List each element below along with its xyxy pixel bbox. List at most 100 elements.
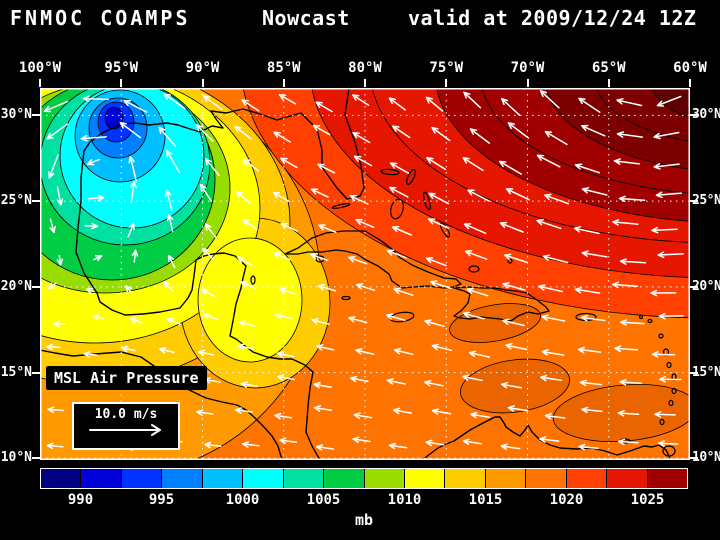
- colorbar-tick-label: 995: [148, 492, 175, 508]
- colorbar-cell: [404, 469, 446, 488]
- island: [380, 168, 400, 176]
- island: [662, 445, 676, 457]
- lon-tick-label: 75°W: [429, 60, 464, 76]
- island: [671, 387, 677, 395]
- lat-tick-label-right: 15°N: [692, 364, 720, 380]
- coastline: [75, 88, 365, 460]
- island: [659, 418, 665, 426]
- island: [468, 265, 480, 273]
- lon-tick-label: 60°W: [673, 60, 707, 76]
- colorbar-cell: [162, 469, 203, 488]
- lat-tick-label-left: 30°N: [0, 107, 32, 123]
- colorbar-cell: [324, 469, 365, 488]
- lon-tick-mark: [364, 79, 366, 87]
- island: [406, 169, 416, 185]
- map-canvas: [40, 88, 690, 460]
- colorbar-tick-label: 1000: [225, 492, 260, 508]
- lon-tick-label: 70°W: [510, 60, 545, 76]
- wind-vectors: [43, 90, 684, 452]
- island: [507, 258, 513, 264]
- lon-tick-mark: [201, 79, 204, 87]
- colorbar-tick-label: 1015: [468, 492, 503, 508]
- colorbar-cell: [607, 469, 648, 488]
- colorbar-tick-label: 1020: [549, 492, 584, 508]
- island: [666, 361, 672, 369]
- colorbar-tick-label: 1025: [630, 492, 665, 508]
- pressure-band: [449, 303, 541, 343]
- colorbar-unit-label: mb: [354, 511, 374, 529]
- island: [439, 222, 451, 238]
- lat-tick-label-right: 20°N: [692, 278, 720, 294]
- wind-scale-label: 10.0 m/s: [94, 407, 158, 422]
- island: [647, 318, 653, 324]
- colorbar-tick-label: 1010: [387, 492, 422, 508]
- lat-tick-label-left: 25°N: [0, 193, 32, 209]
- lon-tick-label: 85°W: [266, 60, 301, 76]
- lat-tick-mark-right: [690, 285, 698, 288]
- island: [250, 275, 256, 285]
- colorbar-cell: [243, 469, 284, 488]
- island: [341, 295, 351, 301]
- colorbar-cell: [283, 469, 325, 488]
- valid-time-label: valid at 2009/12/24 12Z: [408, 6, 697, 30]
- lat-tick-label-right: 25°N: [692, 193, 720, 209]
- lat-tick-mark-right: [690, 200, 698, 203]
- model-title: FNMOC COAMPS: [10, 6, 191, 30]
- lat-tick-mark-left: [32, 457, 40, 460]
- wind-scale-legend: 10.0 m/s: [72, 402, 180, 450]
- map-border: [40, 88, 690, 460]
- lon-tick-mark: [39, 79, 41, 87]
- lon-tick-mark: [282, 79, 285, 87]
- colorbar-cell: [526, 469, 567, 488]
- pressure-band: [545, 88, 690, 170]
- field-label: MSL Air Pressure: [46, 366, 207, 390]
- product-title: Nowcast: [262, 6, 350, 30]
- wind-scale-arrow-icon: [89, 424, 161, 436]
- pressure-band: [104, 106, 124, 130]
- colorbar-cell: [566, 469, 608, 488]
- pressure-band: [652, 88, 690, 119]
- lat-tick-mark-right: [690, 371, 698, 374]
- lon-tick-mark: [445, 79, 448, 87]
- colorbar: [40, 468, 688, 489]
- lon-tick-mark: [120, 79, 123, 87]
- colorbar-cell: [647, 469, 687, 488]
- island: [331, 203, 351, 209]
- lon-tick-mark: [526, 79, 529, 87]
- lat-tick-label-left: 10°N: [0, 450, 32, 466]
- colorbar-cell: [364, 469, 405, 488]
- pressure-band: [197, 237, 303, 363]
- lon-tick-label: 100°W: [18, 60, 62, 76]
- lat-tick-mark-left: [32, 285, 40, 288]
- lat-tick-label-left: 15°N: [0, 364, 32, 380]
- colorbar-cell: [445, 469, 486, 488]
- colorbar-cell: [121, 469, 163, 488]
- lat-tick-mark-left: [32, 371, 40, 374]
- lat-tick-mark-right: [690, 114, 698, 117]
- colorbar-cell: [81, 469, 122, 488]
- coastline: [421, 416, 672, 460]
- island-coastline: [453, 286, 550, 322]
- island: [638, 314, 644, 320]
- colorbar-tick-label: 1005: [306, 492, 341, 508]
- colorbar-tick-label: 990: [67, 492, 94, 508]
- lat-tick-label-right: 30°N: [692, 107, 720, 123]
- colorbar-cell: [485, 469, 527, 488]
- colorbar-cell: [202, 469, 244, 488]
- lat-tick-mark-right: [690, 457, 698, 460]
- lat-tick-label-left: 20°N: [0, 278, 32, 294]
- lat-tick-label-right: 10°N: [692, 450, 720, 466]
- lon-tick-label: 90°W: [185, 60, 220, 76]
- lon-tick-label: 95°W: [104, 60, 139, 76]
- colorbar-cell: [41, 469, 82, 488]
- lat-tick-mark-left: [32, 114, 40, 117]
- lon-tick-label: 65°W: [591, 60, 626, 76]
- lon-tick-label: 80°W: [348, 60, 382, 76]
- lat-tick-mark-left: [32, 200, 40, 203]
- island: [423, 191, 431, 211]
- island: [658, 333, 664, 339]
- lon-tick-mark: [607, 79, 610, 87]
- island: [668, 399, 674, 407]
- lon-tick-mark: [689, 79, 691, 87]
